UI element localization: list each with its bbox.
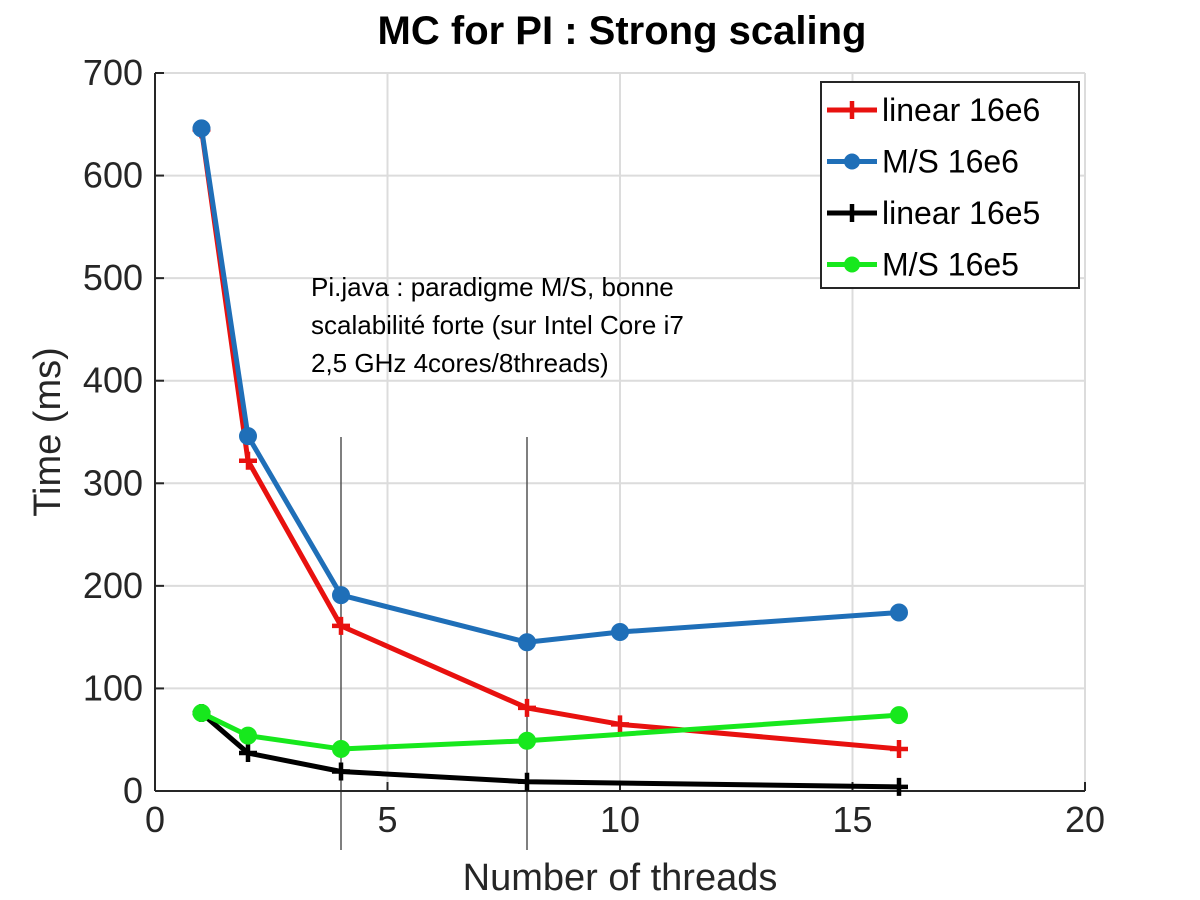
annotation-line: scalabilité forte (sur Intel Core i7 (311, 310, 684, 340)
legend-item: M/S 16e6 (827, 144, 1019, 180)
x-tick-label: 15 (832, 799, 872, 840)
legend-label: linear 16e6 (882, 92, 1040, 128)
legend-label: linear 16e5 (882, 195, 1040, 231)
legend-item: linear 16e6 (827, 92, 1040, 128)
x-tick-label: 5 (377, 799, 397, 840)
data-point (239, 451, 257, 470)
y-tick-label: 300 (83, 462, 143, 503)
legend: linear 16e6 M/S 16e6 linear 16e5 M/S 16e5 (820, 81, 1080, 289)
data-series (192, 119, 908, 796)
y-tick-label: 400 (83, 360, 143, 401)
data-point (518, 772, 536, 791)
y-tick-label: 500 (83, 257, 143, 298)
legend-marker (844, 153, 860, 170)
legend-marker (843, 101, 861, 119)
y-tick-label: 200 (83, 565, 143, 606)
legend-item: M/S 16e5 (827, 247, 1019, 283)
series-line (199, 126, 902, 752)
data-point (890, 739, 908, 758)
y-tick-label: 100 (83, 667, 143, 708)
data-point (332, 762, 350, 781)
y-tick-label: 600 (83, 155, 143, 196)
x-tick-label: 0 (145, 799, 165, 840)
series-m-s-16e6 (192, 119, 908, 652)
legend-label: M/S 16e5 (882, 247, 1019, 283)
series-linear-16e5 (192, 704, 908, 796)
legend-marker (844, 256, 860, 273)
annotation-text: Pi.java : paradigme M/S, bonne scalabilit… (311, 272, 684, 378)
legend-marker (843, 204, 861, 222)
data-point (332, 616, 350, 635)
data-point (239, 744, 257, 763)
chart-title: MC for PI : Strong scaling (378, 9, 867, 53)
legend-label: M/S 16e6 (882, 144, 1019, 180)
data-point (192, 119, 211, 138)
legend-item: linear 16e5 (827, 195, 1040, 231)
annotation-line: 2,5 GHz 4cores/8threads) (311, 348, 609, 378)
x-tick-label: 10 (600, 799, 640, 840)
data-point (239, 726, 257, 745)
y-tick-label: 0 (123, 770, 143, 811)
data-point (518, 698, 536, 717)
series-line (199, 125, 902, 645)
series-m-s-16e5 (192, 704, 908, 758)
x-tick-label: 20 (1065, 799, 1105, 840)
series-linear-16e6 (192, 120, 908, 758)
y-axis-label: Time (ms) (27, 347, 69, 517)
x-axis-label: Number of threads (463, 857, 778, 899)
data-point (518, 633, 536, 652)
annotation-line: Pi.java : paradigme M/S, bonne (311, 272, 674, 302)
data-point (239, 427, 257, 446)
data-point (890, 706, 908, 725)
data-point (332, 586, 350, 605)
data-point (611, 715, 629, 734)
data-point (890, 777, 908, 796)
data-point (890, 603, 908, 622)
data-point (192, 704, 211, 723)
y-tick-label: 700 (83, 52, 143, 93)
axes (154, 72, 1086, 792)
legend-box (820, 81, 1080, 289)
data-point (518, 731, 536, 750)
data-point (611, 623, 629, 642)
data-point (332, 739, 350, 758)
